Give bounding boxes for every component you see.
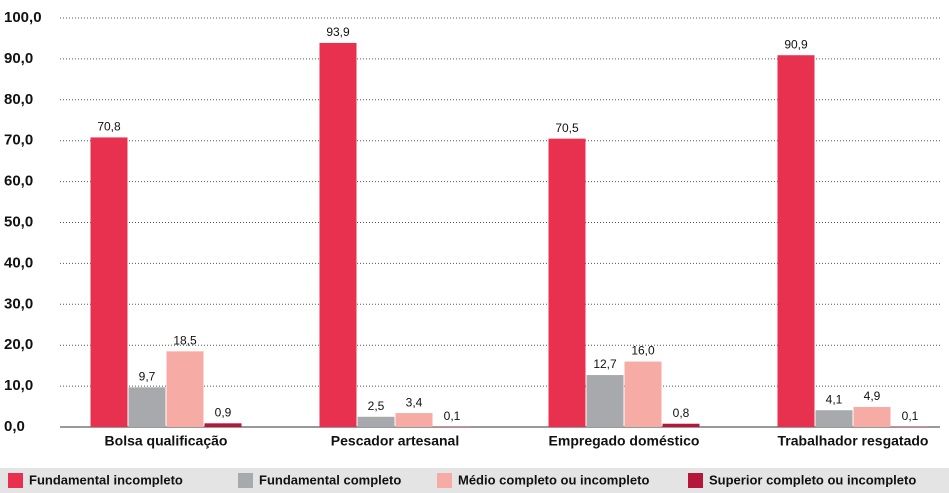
legend-label: Superior completo ou incompleto: [709, 472, 916, 487]
value-label: 3,4: [406, 395, 423, 409]
bar: [395, 413, 433, 427]
y-tick-label: 30,0: [4, 295, 33, 312]
bar: [586, 375, 624, 427]
y-tick-label: 10,0: [4, 377, 33, 394]
value-label: 70,8: [97, 120, 121, 134]
bar: [319, 42, 357, 427]
bar: [624, 361, 662, 427]
bar: [815, 410, 853, 427]
value-label: 12,7: [593, 357, 617, 371]
y-tick-label: 20,0: [4, 336, 33, 353]
bar: [853, 406, 891, 427]
legend-label: Médio completo ou incompleto: [458, 472, 649, 487]
x-tick-label: Bolsa qualificação: [105, 433, 228, 449]
x-tick-label: Pescador artesanal: [331, 433, 459, 449]
y-tick-label: 70,0: [4, 132, 33, 149]
bar: [166, 351, 204, 427]
y-tick-label: 90,0: [4, 50, 33, 67]
value-label: 2,5: [368, 399, 385, 413]
legend-swatch: [238, 473, 253, 488]
legend-background: [0, 468, 949, 493]
bar: [548, 138, 586, 427]
value-label: 93,9: [326, 25, 350, 39]
value-label: 9,7: [139, 369, 156, 383]
x-tick-label: Trabalhador resgatado: [778, 433, 929, 449]
value-label: 90,9: [784, 37, 808, 51]
legend-label: Fundamental incompleto: [29, 472, 183, 487]
y-tick-label: 60,0: [4, 173, 33, 190]
value-label: 0,9: [215, 405, 232, 419]
value-label: 0,1: [444, 409, 461, 423]
value-label: 18,5: [173, 334, 197, 348]
bar: [90, 137, 128, 428]
legend-swatch: [688, 473, 703, 488]
value-label: 0,8: [673, 406, 690, 420]
value-label: 70,5: [555, 121, 579, 135]
y-tick-label: 100,0: [4, 9, 42, 26]
x-tick-label: Empregado doméstico: [549, 433, 700, 449]
value-label: 4,1: [826, 392, 843, 406]
value-label: 16,0: [631, 344, 655, 358]
bar: [128, 387, 166, 427]
bar: [204, 423, 242, 427]
bar: [662, 423, 700, 427]
bar: [357, 416, 395, 427]
y-tick-label: 0,0: [4, 418, 25, 435]
legend-swatch: [437, 473, 452, 488]
legend-swatch: [8, 473, 23, 488]
y-tick-label: 50,0: [4, 213, 33, 230]
value-label: 0,1: [902, 409, 919, 423]
value-label: 4,9: [864, 389, 881, 403]
y-tick-label: 80,0: [4, 91, 33, 108]
bar: [777, 55, 815, 428]
legend-label: Fundamental completo: [259, 472, 401, 487]
y-tick-label: 40,0: [4, 254, 33, 271]
